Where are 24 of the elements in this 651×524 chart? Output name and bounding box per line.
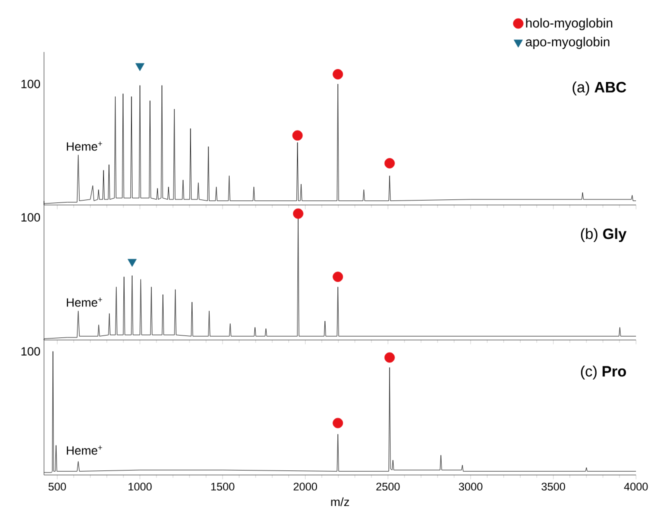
annotation: Heme$^{+}$: [66, 446, 102, 455]
text: 100: [21, 80, 40, 88]
x-tick-label: 1000: [128, 482, 152, 491]
legend-label: holo-myoglobin: [526, 18, 612, 30]
x-axis-title: m/z: [331, 497, 350, 506]
point: [384, 158, 395, 168]
x-tick-label: 1500: [211, 482, 234, 491]
annotation: Heme$^{+}$: [66, 142, 102, 151]
point: [292, 130, 303, 141]
text: 100: [21, 213, 40, 222]
point: [332, 69, 344, 80]
x-tick-label: 3000: [458, 482, 482, 491]
x-tick-label: 2000: [294, 482, 318, 491]
text: (c) Pro: [581, 366, 626, 380]
annotation: Heme$^{+}$: [66, 298, 102, 307]
text: (a) ABC: [572, 82, 626, 96]
text: 100: [21, 347, 40, 356]
x-tick-label: 2500: [376, 482, 400, 491]
legend-label: apo-myoglobin: [526, 36, 610, 49]
point: [135, 63, 144, 72]
text: (b) Gly: [580, 228, 626, 242]
x-tick-label: 4000: [624, 482, 648, 491]
x-tick-label: 500: [48, 482, 66, 491]
x-tick-label: 3500: [542, 482, 566, 491]
